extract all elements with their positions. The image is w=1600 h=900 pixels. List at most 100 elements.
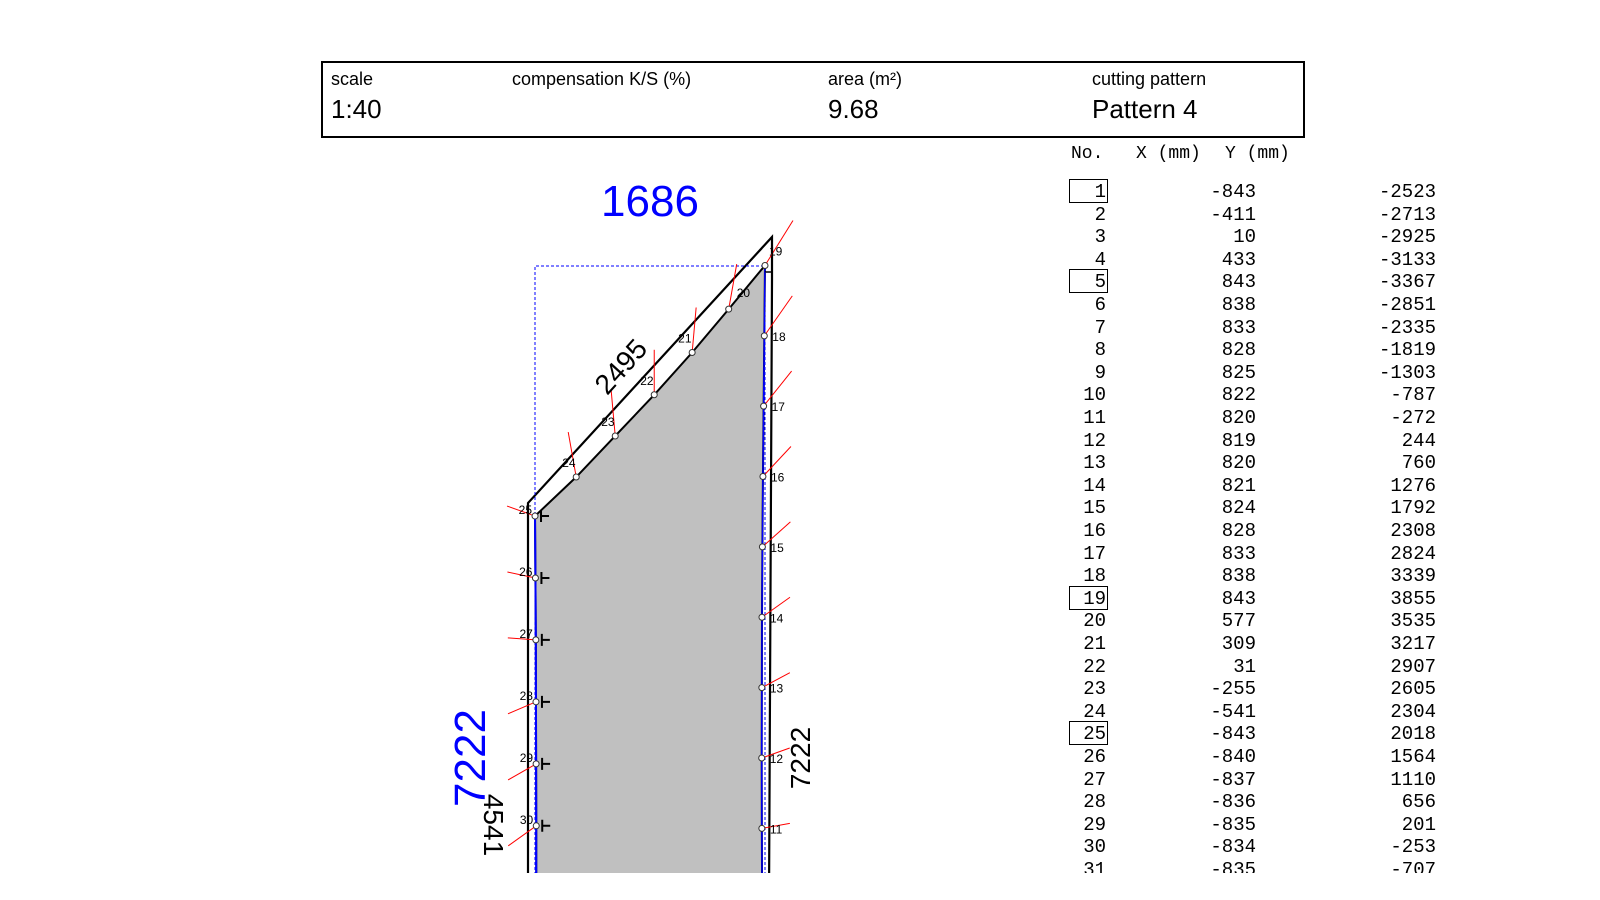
point-number: 7 [1094,316,1106,339]
y-value: 656 [1401,791,1436,814]
table-row: 9 825 -1303 [1060,361,1436,384]
vertex-point [760,402,768,410]
table-row: 17 833 2824 [1060,542,1436,565]
y-value: 201 [1401,813,1436,836]
point-number: 25 [1083,723,1106,746]
vertex-point [531,512,539,520]
compensation-tick [691,307,697,353]
point-number: 8 [1094,339,1106,362]
vertex-label: 20 [737,286,751,300]
vertex-point [725,305,733,313]
x-value: 833 [1221,542,1256,565]
compensation-tick [763,370,793,407]
pattern-cell: cutting pattern Pattern 4 [1092,69,1206,125]
vertex-label: 21 [678,332,692,346]
point-number: 11 [1083,407,1106,429]
table-row: 24 -541 2304 [1060,701,1436,723]
table-row: 10 822 -787 [1060,384,1436,406]
table-row: 31 -835 -707 [1060,859,1436,873]
y-value: 244 [1401,429,1436,452]
table-row: 25 -843 2018 [1060,721,1436,746]
point-number: 1 [1094,181,1106,203]
table-row: 5 843 -3367 [1060,269,1436,294]
x-value: 838 [1221,294,1256,316]
point-number: 15 [1083,497,1106,520]
seam-mark [541,819,551,832]
y-value: 3217 [1390,633,1436,655]
vertex-point [611,432,619,440]
table-row: 12 819 244 [1060,430,1436,452]
vertex-point [532,760,540,768]
boundary-point-box [1069,179,1108,203]
vertex-point [758,824,766,832]
vertex-label: 18 [772,330,786,344]
vertex-label: 19 [769,244,783,258]
compensation-tick [610,390,616,437]
table-row: 13 820 760 [1060,452,1436,475]
col-header-x: X (mm) [1136,144,1201,164]
x-value: -836 [1210,791,1256,814]
point-number: 5 [1094,271,1106,294]
y-value: 3339 [1390,565,1436,588]
outer-outline [526,234,774,873]
pattern-header: scale 1:40 compensation K/S (%) area (m²… [321,61,1305,138]
compensation-tick [507,571,536,579]
table-row: 4 433 -3133 [1060,248,1436,271]
left-edge-dimension: 4541 [478,794,509,856]
vertex-point [572,473,580,481]
x-value: -255 [1210,678,1256,701]
y-value: 1564 [1390,746,1436,768]
x-value: 825 [1221,361,1256,384]
cutting-pattern-sheet: scale 1:40 compensation K/S (%) area (m²… [321,61,1436,873]
x-value: 433 [1221,248,1256,271]
x-value: -843 [1210,723,1256,746]
boundary-point-box [1069,269,1108,294]
pattern-value: Pattern 4 [1092,94,1198,124]
point-number: 19 [1083,587,1106,610]
col-header-no: No. [1071,144,1104,164]
point-number: 6 [1094,294,1106,316]
width-dimension: 1686 [601,177,699,226]
compensation-tick [761,747,790,759]
table-row: 8 828 -1819 [1060,339,1436,362]
y-value: 3535 [1390,610,1436,633]
vertex-point [688,349,696,357]
x-value: -411 [1210,203,1256,226]
x-value: 828 [1221,339,1256,362]
vertex-label: 14 [770,611,784,625]
table-row: 21 309 3217 [1060,633,1436,655]
y-value: -787 [1390,384,1436,407]
y-value: -2851 [1378,294,1436,316]
top-edge-dimension: 2495 [589,333,654,400]
y-value: -2713 [1378,203,1436,226]
table-row: 23 -255 2605 [1060,678,1436,701]
bounding-box [534,265,766,873]
point-number: 13 [1083,452,1106,475]
y-value: 1792 [1390,497,1436,520]
table-row: 3 10 -2925 [1060,226,1436,249]
pattern-label: cutting pattern [1092,69,1207,89]
x-value: 309 [1221,633,1256,655]
point-number: 27 [1083,768,1106,791]
vertex-label: 15 [770,541,784,555]
compensation-tick [763,295,793,337]
pattern-drawing: 11 12 13 14 15 16 17 18 19 20 21 22 23 24 25 26 27 28 29 30… [446,177,816,873]
point-number: 18 [1083,565,1106,588]
height-dimension: 7222 [446,709,495,807]
compensation-tick [761,822,790,829]
x-value: 843 [1221,587,1256,610]
x-value: 10 [1233,226,1256,249]
vertex-point [531,574,539,582]
x-value: -843 [1210,181,1256,203]
y-value: -2523 [1378,181,1436,203]
right-seam-line [760,265,766,873]
point-number: 28 [1083,791,1106,814]
vertex-point [758,684,766,692]
point-number: 4 [1094,248,1106,271]
table-row: 29 -835 201 [1060,814,1436,836]
col-header-y: Y (mm) [1225,144,1290,164]
y-value: 1276 [1390,474,1436,497]
y-value: 2824 [1390,542,1436,565]
y-value: 2308 [1390,520,1436,542]
point-number: 9 [1094,361,1106,384]
